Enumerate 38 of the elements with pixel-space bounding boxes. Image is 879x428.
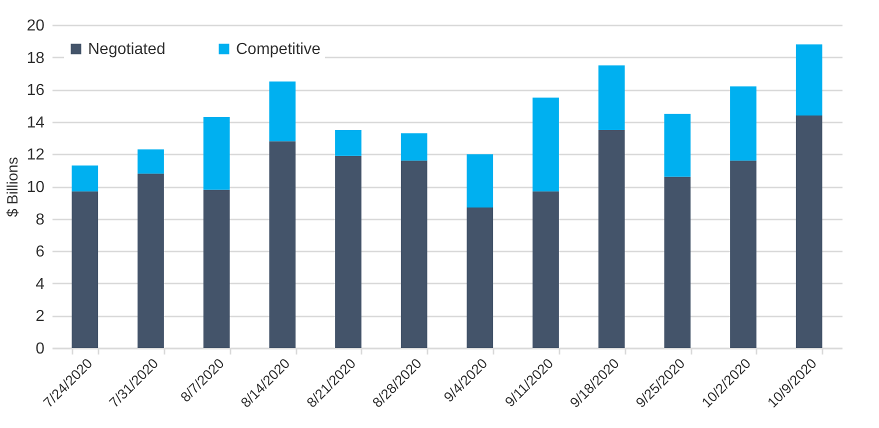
y-tick-label: 2 (36, 308, 45, 326)
bar (466, 207, 494, 348)
bar (400, 133, 428, 161)
y-tick-label: 6 (36, 244, 45, 261)
y-tick-label: 18 (26, 50, 45, 67)
bar (466, 154, 494, 208)
bar (532, 98, 559, 192)
bar (203, 117, 230, 190)
y-tick-label: 8 (36, 211, 45, 228)
y-tick-label: 20 (26, 18, 45, 34)
bar (269, 82, 296, 142)
bar (664, 176, 691, 348)
legend-label: Competitive (236, 41, 321, 58)
bar (532, 191, 559, 348)
y-tick-label: 12 (26, 146, 45, 164)
bar (203, 190, 230, 348)
bar (796, 115, 822, 348)
bar (730, 160, 756, 348)
y-tick-label: 0 (36, 340, 45, 358)
bar (598, 65, 625, 130)
bar (730, 86, 756, 161)
bar (400, 160, 428, 348)
bar (598, 130, 625, 348)
y-tick-label: 16 (26, 82, 45, 100)
bar (796, 44, 822, 116)
bar (664, 114, 691, 177)
bar (335, 156, 362, 348)
legend-label: Negotiated (88, 41, 166, 58)
y-axis-title: $ Billions (4, 156, 22, 218)
bar (72, 191, 98, 348)
bar (138, 174, 164, 348)
y-tick-label: 10 (26, 179, 45, 196)
bar (72, 166, 98, 192)
bar (138, 149, 164, 174)
bar (335, 130, 362, 156)
bar (269, 141, 296, 348)
y-tick-label: 4 (36, 276, 45, 293)
y-tick-label: 14 (26, 114, 45, 132)
